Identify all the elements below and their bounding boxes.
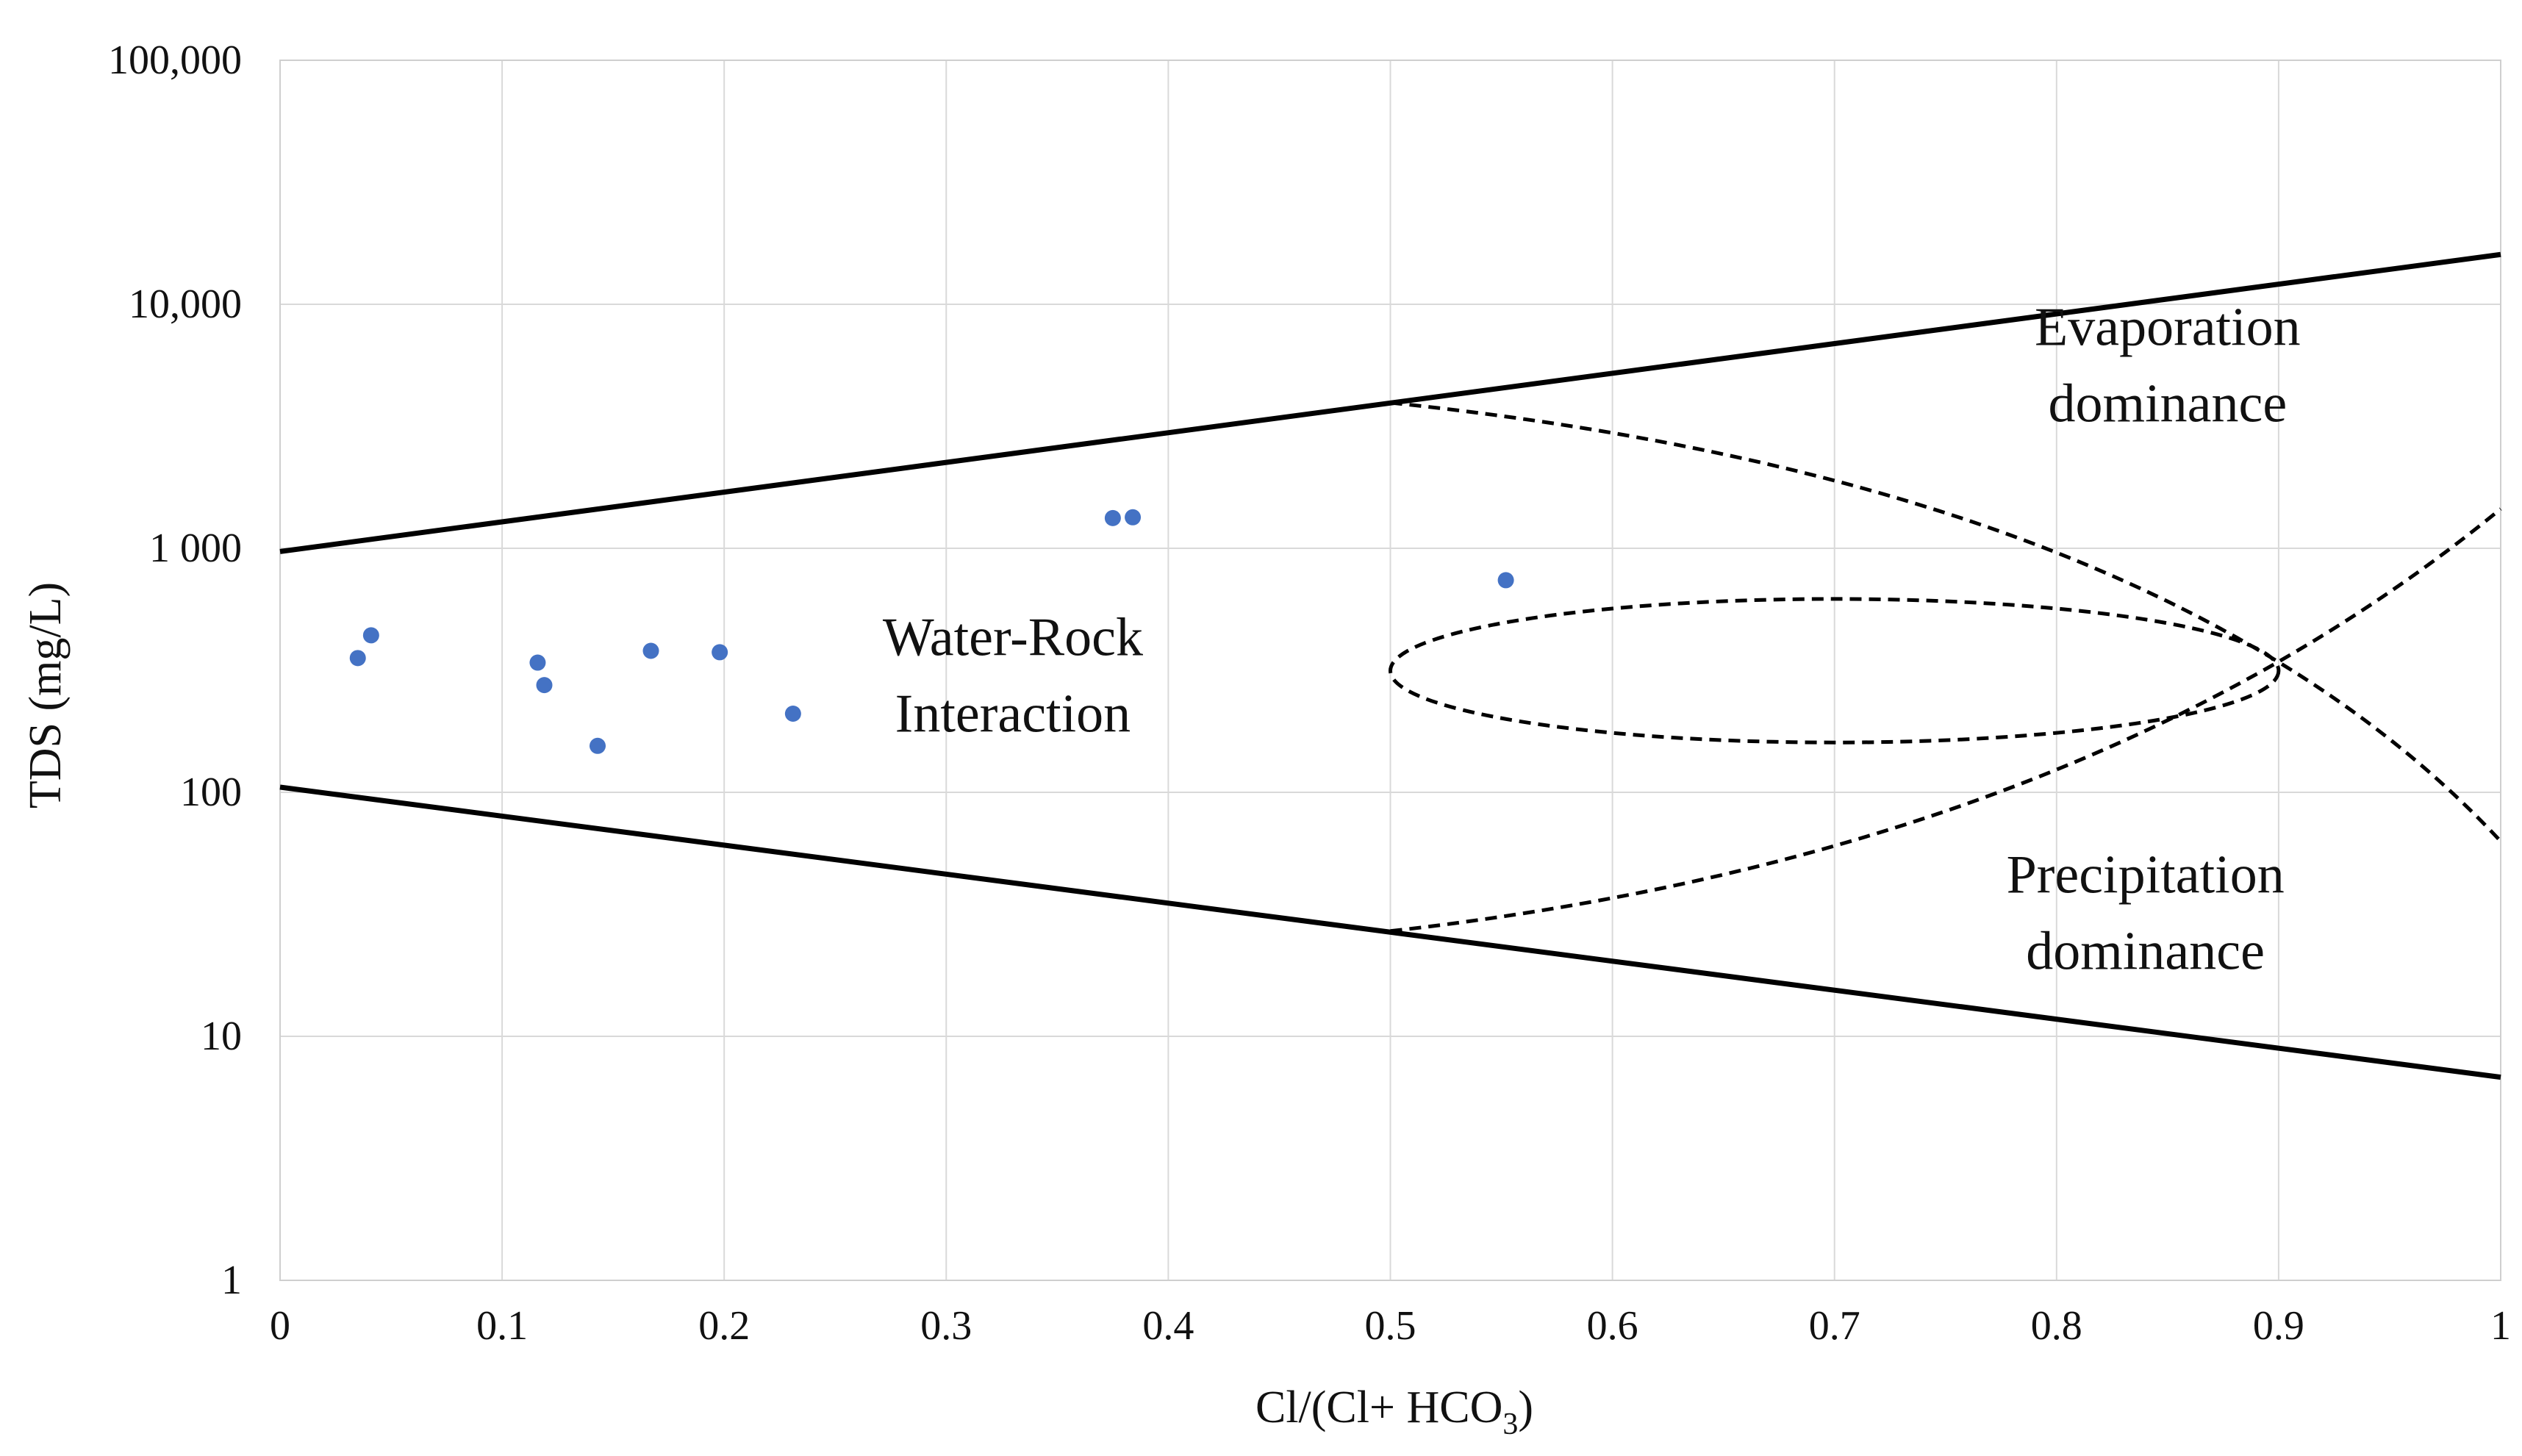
data-point bbox=[1104, 509, 1121, 526]
data-point bbox=[712, 644, 728, 661]
water-rock-ellipse bbox=[1389, 597, 2281, 745]
x-tick-label: 0.7 bbox=[1809, 1303, 1860, 1349]
data-point bbox=[642, 642, 659, 659]
y-tick-label: 10,000 bbox=[129, 281, 242, 327]
data-point bbox=[536, 677, 553, 694]
data-point bbox=[1125, 509, 1142, 526]
data-point bbox=[590, 737, 606, 754]
x-tick-label: 0 bbox=[270, 1303, 290, 1349]
x-tick-label: 0.5 bbox=[1365, 1303, 1416, 1349]
x-tick-label: 1 bbox=[2490, 1303, 2511, 1349]
precipitation-label: Precipitation dominance bbox=[2007, 844, 2285, 981]
x-tick-label: 0.2 bbox=[698, 1303, 750, 1349]
y-tick-label: 1 000 bbox=[149, 526, 242, 571]
precipitation-label-line: dominance bbox=[2026, 921, 2265, 981]
region-labels: Water-Rock Interaction Evaporation dominanc… bbox=[883, 298, 2301, 982]
evaporation-label-line: dominance bbox=[2049, 374, 2288, 434]
data-point bbox=[349, 650, 366, 667]
x-axis-title-close: ) bbox=[1518, 1383, 1533, 1432]
upper-boundary bbox=[279, 251, 2501, 554]
water-rock-label-line: Interaction bbox=[895, 684, 1131, 745]
x-tick-label: 0.9 bbox=[2253, 1303, 2304, 1349]
dashed-curves bbox=[1389, 401, 2502, 933]
x-tick-label: 0.4 bbox=[1142, 1303, 1194, 1349]
precipitation-label-line: Precipitation bbox=[2007, 844, 2285, 905]
x-axis-title-subscript: 3 bbox=[1502, 1407, 1518, 1441]
y-tick-label: 1 bbox=[221, 1258, 242, 1303]
x-tick-labels: 0 0.1 0.2 0.3 0.4 0.5 0.6 0.7 0.8 0.9 1 bbox=[270, 1303, 2511, 1349]
y-tick-label: 10 bbox=[201, 1014, 242, 1059]
y-axis-title: TDS (mg/L) bbox=[21, 582, 71, 808]
data-point bbox=[529, 654, 546, 671]
lower-boundary bbox=[279, 784, 2501, 1080]
y-tick-labels: 1 10 100 1 000 10,000 100,000 bbox=[108, 37, 242, 1303]
x-tick-label: 0.6 bbox=[1587, 1303, 1638, 1349]
x-axis-title: Cl/(Cl+ HCO3) bbox=[1255, 1383, 1533, 1441]
x-tick-label: 0.3 bbox=[920, 1303, 972, 1349]
evaporation-label: Evaporation dominance bbox=[2035, 298, 2301, 434]
data-points bbox=[349, 509, 1514, 754]
data-point bbox=[1497, 572, 1514, 589]
x-axis-title-main: Cl/(Cl+ HCO bbox=[1255, 1383, 1502, 1432]
y-tick-label: 100,000 bbox=[108, 37, 242, 83]
y-tick-label: 100 bbox=[180, 770, 242, 815]
evaporation-trend bbox=[1390, 401, 2502, 843]
evaporation-label-line: Evaporation bbox=[2035, 298, 2301, 358]
boundary-lines bbox=[279, 251, 2501, 1080]
data-point bbox=[362, 627, 379, 644]
precipitation-trend bbox=[1390, 507, 2502, 933]
x-tick-label: 0.8 bbox=[2031, 1303, 2082, 1349]
plot-area-frame bbox=[279, 60, 2501, 1281]
data-point bbox=[784, 706, 801, 722]
water-rock-label-line: Water-Rock bbox=[883, 608, 1143, 668]
x-tick-label: 0.1 bbox=[476, 1303, 528, 1349]
water-rock-label: Water-Rock Interaction bbox=[883, 608, 1143, 745]
